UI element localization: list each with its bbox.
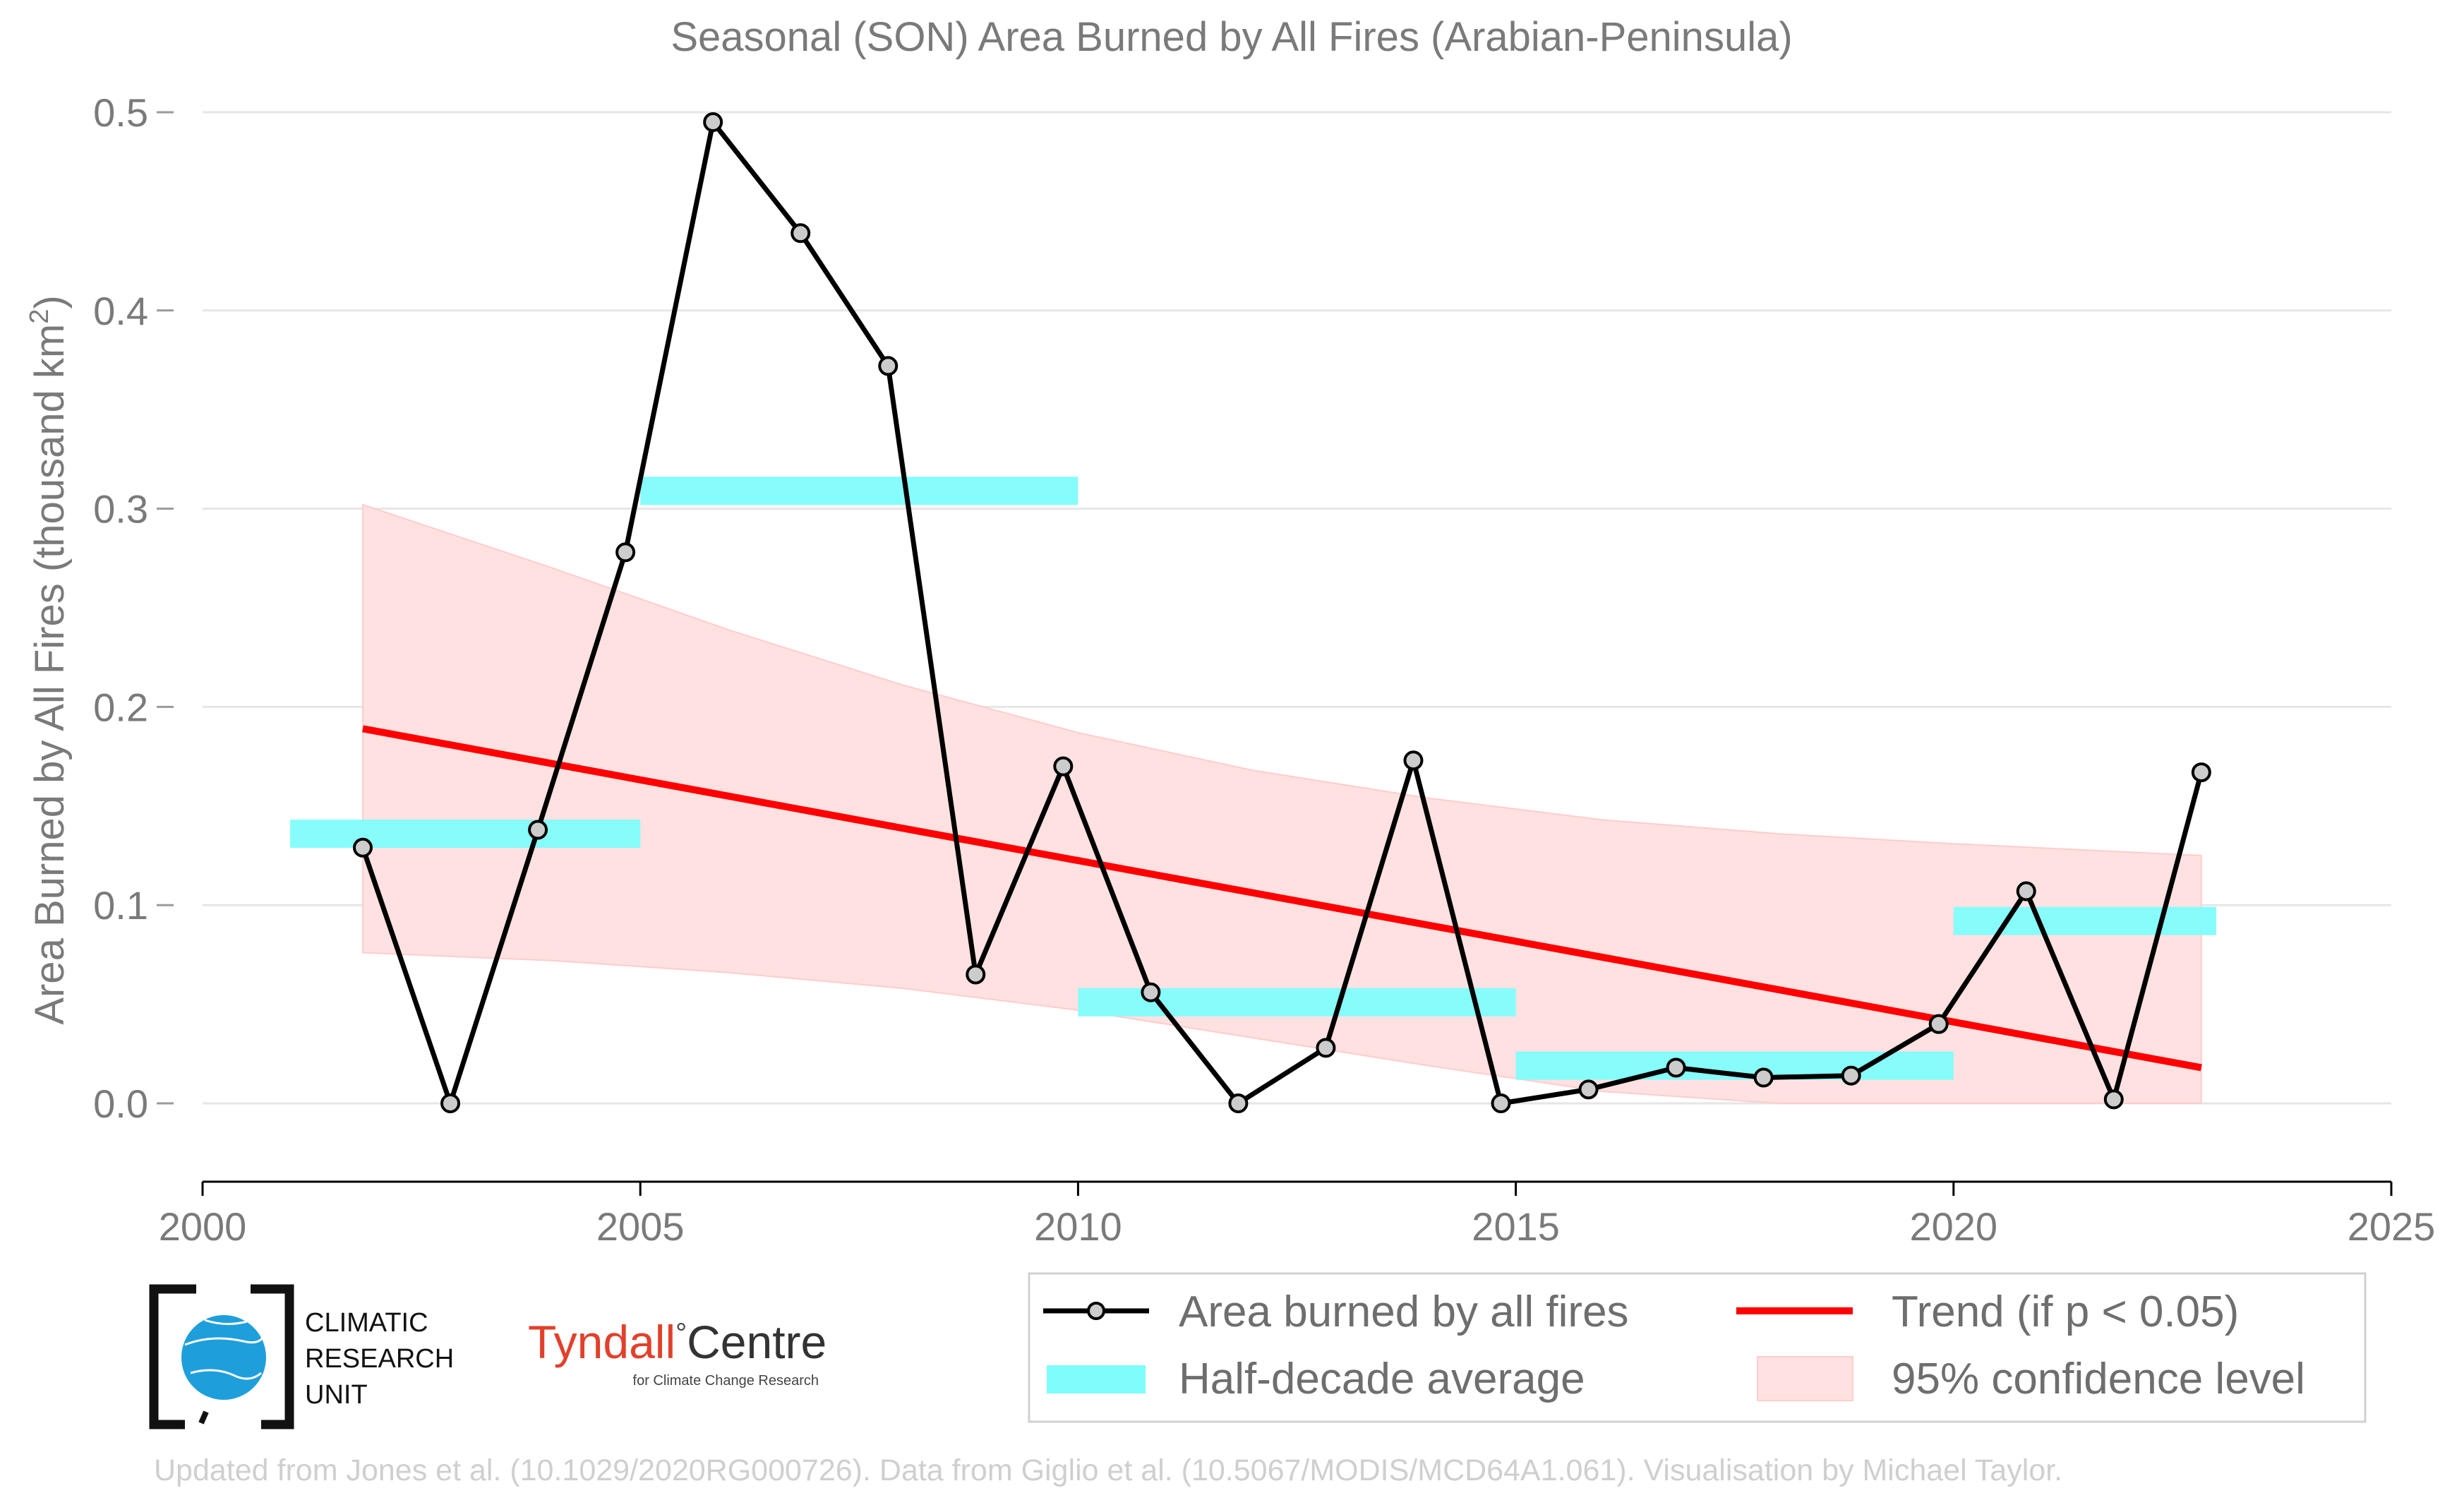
legend-confidence-key (1757, 1356, 1853, 1401)
x-tick-label-5: 2025 (2348, 1204, 2436, 1249)
y-axis-label-main: Area Burned by All Fires (thousand km (27, 324, 73, 1025)
data-point-18 (1928, 1014, 1949, 1034)
cru-logo: CLIMATIC RESEARCH UNIT (149, 1284, 454, 1429)
legend: Area burned by all fires Half-decade ave… (1028, 1272, 2367, 1423)
half-decade-bar-1 (640, 476, 1078, 505)
data-point-1 (440, 1093, 461, 1113)
y-ticks: 0.0 0.1 0.2 0.3 0.4 0.5 (93, 90, 174, 1126)
legend-half-decade-key (1047, 1365, 1146, 1393)
confidence-band-layer (362, 503, 2202, 1104)
half-decade-average-layer (290, 476, 2216, 1080)
x-tick-label-1: 2005 (596, 1204, 685, 1249)
x-tick-label-0: 2000 (159, 1204, 247, 1249)
data-point-13 (1491, 1093, 1511, 1113)
tyndall-name: Tyndall (528, 1316, 675, 1368)
cru-bracket-right (251, 1284, 294, 1429)
footer-credits: Updated from Jones et al. (10.1029/2020R… (154, 1453, 2062, 1487)
y-tick-label-4: 0.4 (93, 289, 148, 333)
trend-layer (362, 725, 2202, 1072)
cru-globe-icon (181, 1315, 266, 1400)
data-point-19 (2016, 881, 2036, 901)
data-point-2 (528, 820, 548, 840)
legend-frame (1028, 1272, 2367, 1423)
data-point-8 (1053, 756, 1074, 777)
data-point-7 (966, 964, 986, 985)
legend-label-half-decade: Half-decade average (1179, 1355, 1585, 1403)
y-tick-label-3: 0.3 (93, 487, 148, 532)
trend-line (362, 725, 2202, 1072)
x-tick-label-2: 2010 (1034, 1204, 1122, 1249)
x-tick-label-4: 2020 (1910, 1204, 1998, 1249)
data-point-0 (352, 837, 373, 858)
tyndall-wordmark: Tyndall°Centre (528, 1316, 827, 1368)
legend-label-area-burned: Area burned by all fires (1179, 1288, 1629, 1336)
chart-title: Seasonal (SON) Area Burned by All Fires … (671, 14, 1792, 60)
data-point-6 (878, 356, 899, 376)
data-point-12 (1403, 750, 1424, 771)
x-tick-label-3: 2015 (1472, 1204, 1560, 1249)
data-point-16 (1753, 1067, 1774, 1088)
y-axis-label-end: ) (27, 295, 73, 308)
data-point-layer (352, 112, 2211, 1113)
legend-marker-key (1087, 1302, 1105, 1320)
cru-globe-swirl-2 (190, 1369, 262, 1380)
half-decade-bar-4 (1953, 906, 2216, 935)
y-axis-label: Area Burned by All Fires (thousand km2) (25, 295, 73, 1024)
confidence-band (362, 503, 2202, 1104)
data-point-11 (1316, 1038, 1336, 1058)
cru-text-line2: RESEARCH (305, 1344, 454, 1374)
data-point-21 (2191, 762, 2211, 783)
y-tick-label-1: 0.1 (93, 883, 148, 928)
y-tick-label-0: 0.0 (93, 1081, 148, 1126)
x-ticks: 2000 2005 2010 2015 2020 2025 (159, 1182, 2436, 1249)
cru-text-line1: CLIMATIC (305, 1308, 428, 1338)
cru-text-line3: UNIT (305, 1380, 368, 1410)
tyndall-degree: ° (675, 1318, 687, 1349)
tyndall-centre: Centre (687, 1316, 827, 1368)
tyndall-subtitle: for Climate Change Research (633, 1373, 819, 1389)
data-point-20 (2103, 1089, 2124, 1110)
cru-globe-swirl-1 (184, 1337, 264, 1346)
data-point-15 (1666, 1057, 1686, 1078)
half-decade-bar-0 (290, 820, 641, 849)
y-tick-label-5: 0.5 (93, 90, 148, 135)
data-point-14 (1578, 1079, 1599, 1100)
data-point-3 (615, 542, 636, 563)
data-point-5 (791, 223, 811, 244)
data-point-9 (1141, 982, 1161, 1002)
cru-bracket-slash (198, 1410, 209, 1425)
tyndall-logo: Tyndall°Centre for Climate Change Resear… (528, 1316, 827, 1389)
y-axis-label-superscript: 2 (25, 309, 54, 324)
legend-label-confidence: 95% confidence level (1892, 1355, 2305, 1403)
cru-bracket-left (149, 1284, 196, 1429)
cru-globe-swirl-3 (204, 1319, 248, 1325)
data-point-10 (1228, 1093, 1249, 1113)
y-tick-label-2: 0.2 (93, 685, 148, 729)
data-point-4 (703, 112, 723, 133)
data-line-layer (360, 119, 2204, 1106)
data-series-line (360, 119, 2204, 1106)
legend-label-trend: Trend (if p < 0.05) (1892, 1288, 2239, 1336)
data-point-17 (1841, 1065, 1861, 1086)
